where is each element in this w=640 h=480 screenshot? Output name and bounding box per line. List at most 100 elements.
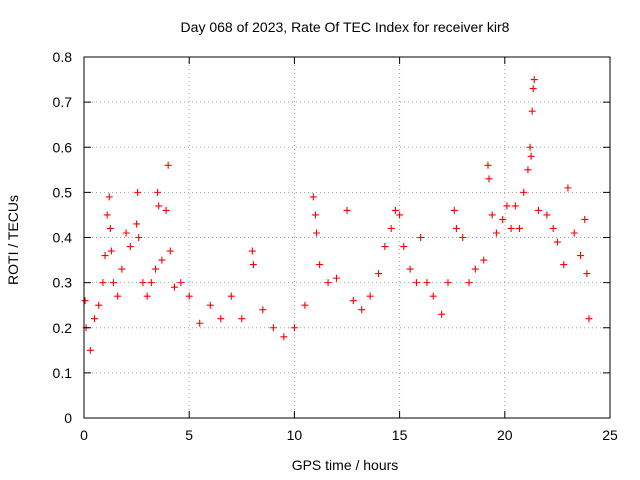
data-point (133, 220, 141, 228)
data-points (81, 76, 593, 354)
x-axis-ticks: 0 5 10 15 20 25 (80, 57, 618, 443)
chart-title: Day 068 of 2023, Rate Of TEC Index for r… (181, 19, 510, 35)
y-tick-label: 0.1 (53, 365, 73, 381)
data-point (465, 279, 473, 287)
y-axis-ticks: 0 0.1 0.2 0.3 0.4 0.5 0.6 0.7 0.8 (53, 49, 610, 426)
data-point (280, 333, 288, 341)
data-point (349, 297, 357, 305)
data-point (101, 252, 109, 260)
y-tick-label: 0.4 (53, 230, 73, 246)
data-point (585, 315, 593, 323)
data-point (528, 107, 536, 115)
data-point (259, 306, 267, 314)
data-point (381, 243, 389, 251)
data-point (516, 224, 524, 232)
x-tick-label: 10 (287, 427, 303, 443)
data-point (400, 243, 408, 251)
data-point (158, 256, 166, 264)
y-axis-label: ROTI / TECUs (5, 195, 21, 285)
data-point (166, 247, 174, 255)
data-point (527, 152, 535, 160)
data-point (549, 224, 557, 232)
data-point (316, 261, 324, 269)
data-point (290, 324, 298, 332)
data-point (485, 175, 493, 183)
data-point (91, 315, 99, 323)
data-point (560, 261, 568, 269)
data-point (484, 161, 492, 169)
x-tick-label: 25 (602, 427, 618, 443)
data-point (581, 215, 589, 223)
data-point (86, 346, 94, 354)
data-point (375, 270, 383, 278)
data-point (507, 224, 515, 232)
data-point (118, 265, 126, 273)
data-point (583, 270, 591, 278)
data-point (526, 143, 534, 151)
data-point (520, 188, 528, 196)
data-point (444, 279, 452, 287)
data-point (177, 279, 185, 287)
data-point (154, 188, 162, 196)
data-point (570, 229, 578, 237)
data-point (206, 301, 214, 309)
data-point (164, 161, 172, 169)
data-point (459, 234, 467, 241)
grid-lines (84, 57, 610, 418)
data-point (162, 206, 170, 214)
data-point (301, 301, 309, 309)
y-tick-label: 0.8 (53, 49, 73, 65)
data-point (452, 224, 460, 232)
data-point (524, 166, 532, 174)
data-point (107, 247, 115, 255)
data-point (81, 297, 89, 305)
data-point (312, 229, 320, 237)
data-point (492, 229, 500, 237)
data-point (406, 265, 414, 273)
data-point (99, 279, 107, 287)
data-point (423, 279, 431, 287)
data-point (529, 85, 537, 93)
data-point (122, 229, 130, 237)
data-point (534, 206, 542, 214)
data-point (343, 206, 351, 214)
y-tick-label: 0.2 (53, 320, 73, 336)
data-point (396, 211, 404, 219)
data-point (139, 279, 147, 287)
data-point (503, 202, 511, 210)
data-point (147, 279, 155, 287)
x-tick-label: 20 (497, 427, 513, 443)
data-point (417, 234, 425, 241)
data-point (126, 243, 134, 251)
data-point (95, 301, 103, 309)
y-tick-label: 0.6 (53, 139, 73, 155)
data-point (577, 252, 585, 260)
data-point (391, 206, 399, 214)
x-tick-label: 5 (185, 427, 193, 443)
data-point (429, 292, 437, 300)
data-point (238, 315, 246, 323)
data-point (106, 224, 114, 232)
data-point (553, 238, 561, 246)
data-point (249, 261, 257, 269)
x-tick-label: 0 (80, 427, 88, 443)
data-point (170, 283, 178, 291)
data-point (311, 211, 319, 219)
data-point (196, 319, 204, 327)
y-tick-label: 0.5 (53, 184, 73, 200)
data-point (227, 292, 235, 300)
data-point (135, 234, 143, 241)
data-point (109, 279, 117, 287)
data-point (143, 292, 151, 300)
data-point (217, 315, 225, 323)
data-point (543, 211, 551, 219)
data-point (499, 215, 507, 223)
data-point (185, 292, 193, 300)
data-point (366, 292, 374, 300)
data-point (324, 279, 332, 287)
y-tick-label: 0.3 (53, 275, 73, 291)
data-point (438, 310, 446, 318)
data-point (412, 279, 420, 287)
data-point (105, 193, 113, 201)
